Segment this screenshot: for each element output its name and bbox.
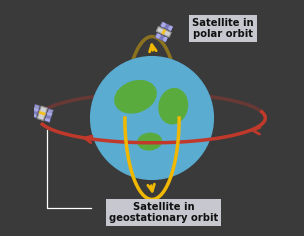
Bar (160, 22, 173, 31)
Bar (161, 29, 166, 35)
Bar (31, 104, 40, 118)
Bar (168, 25, 173, 31)
Bar (46, 115, 51, 119)
Ellipse shape (159, 88, 188, 124)
Bar (156, 26, 171, 37)
Bar (161, 22, 166, 28)
Bar (44, 109, 54, 122)
Bar (165, 24, 169, 29)
Bar (163, 37, 168, 42)
Bar (39, 111, 46, 116)
Bar (45, 118, 50, 122)
Bar (156, 33, 161, 39)
Bar (32, 111, 38, 114)
Ellipse shape (138, 133, 161, 150)
Bar (37, 106, 47, 120)
Bar (155, 33, 168, 42)
Bar (31, 114, 37, 118)
Bar (33, 108, 39, 111)
Bar (160, 35, 164, 41)
Text: Satellite in
polar orbit: Satellite in polar orbit (192, 17, 254, 39)
Bar (47, 112, 52, 116)
Circle shape (91, 57, 213, 179)
Text: Satellite in
geostationary orbit: Satellite in geostationary orbit (109, 202, 219, 223)
Ellipse shape (115, 81, 156, 113)
